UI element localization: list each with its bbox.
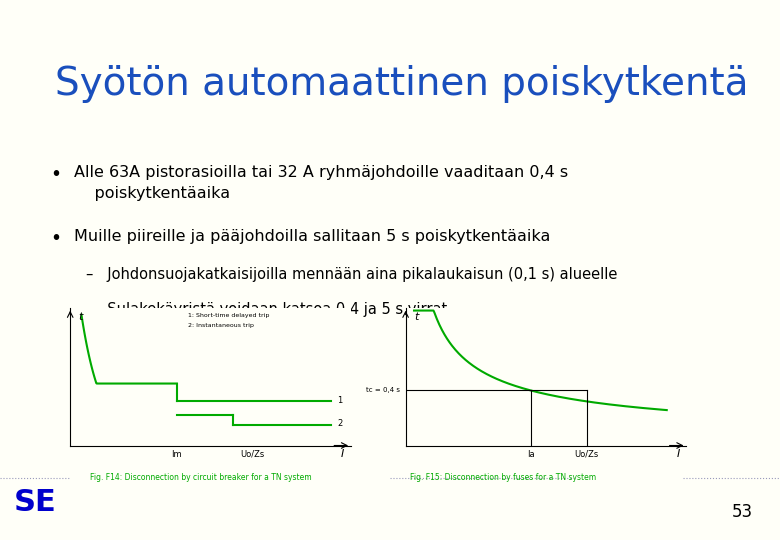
Text: •: • xyxy=(51,230,62,248)
Text: Im: Im xyxy=(172,449,183,458)
Text: Uo/Zs: Uo/Zs xyxy=(240,449,265,458)
Text: 2: Instantaneous trip: 2: Instantaneous trip xyxy=(188,323,254,328)
Text: Alle 63A pistorasioilla tai 32 A ryhmäjohdoille vaaditaan 0,4 s
    poiskytkentä: Alle 63A pistorasioilla tai 32 A ryhmäjo… xyxy=(74,165,568,201)
Text: Fig. F15: Disconnection by fuses for a TN system: Fig. F15: Disconnection by fuses for a T… xyxy=(410,472,596,482)
Text: Uo/Zs: Uo/Zs xyxy=(575,449,599,458)
Text: 1: Short-time delayed trip: 1: Short-time delayed trip xyxy=(188,313,270,319)
Text: tc = 0,4 s: tc = 0,4 s xyxy=(366,387,400,394)
Text: Fig. F14: Disconnection by circuit breaker for a TN system: Fig. F14: Disconnection by circuit break… xyxy=(90,472,311,482)
Text: SE: SE xyxy=(13,488,56,517)
Text: I: I xyxy=(676,449,679,458)
Text: –   Johdonsuojakatkaisijoilla mennään aina pikalaukaisun (0,1 s) alueelle: – Johdonsuojakatkaisijoilla mennään aina… xyxy=(86,267,617,282)
Text: t: t xyxy=(79,312,83,322)
Text: 1: 1 xyxy=(337,396,342,404)
Text: Syötön automaattinen poiskytkentä: Syötön automaattinen poiskytkentä xyxy=(55,65,748,103)
Text: •: • xyxy=(51,165,62,184)
Text: t: t xyxy=(414,312,418,322)
Text: I: I xyxy=(341,449,344,458)
Text: Muille piireille ja pääjohdoilla sallitaan 5 s poiskytkentäaika: Muille piireille ja pääjohdoilla sallita… xyxy=(74,230,551,245)
Text: Ia: Ia xyxy=(526,449,534,458)
Text: 53: 53 xyxy=(732,503,753,521)
Text: –   Sulakekäyristä voidaan katsoa 0,4 ja 5 s virrat: – Sulakekäyristä voidaan katsoa 0,4 ja 5… xyxy=(86,302,447,318)
Text: 2: 2 xyxy=(337,419,342,428)
